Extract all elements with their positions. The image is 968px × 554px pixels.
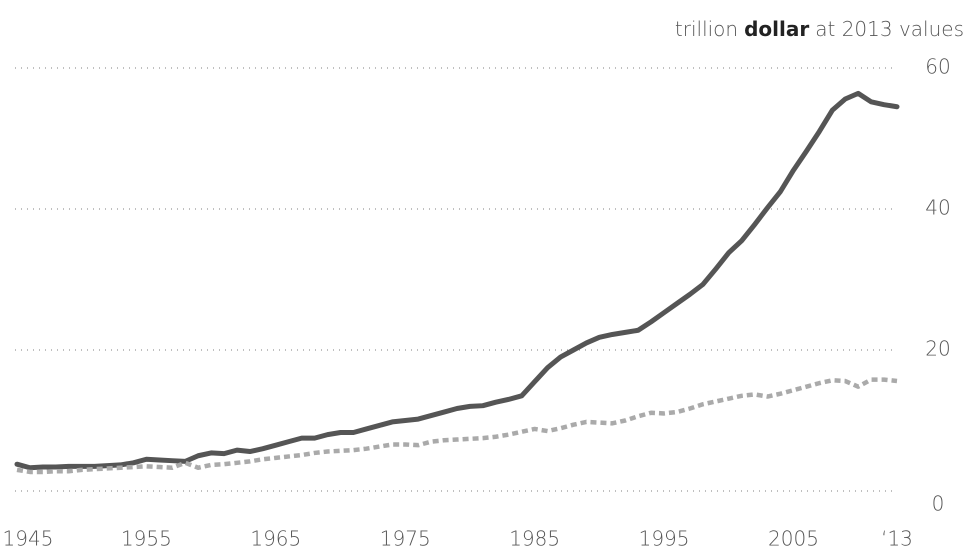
series-line [14, 90, 900, 471]
series-line [16, 377, 898, 475]
y-tick-label: 40 [925, 196, 950, 220]
unit-prefix: trillion [675, 17, 738, 41]
x-tick-label: 1985 [509, 527, 560, 551]
axis-unit-label: trillion dollar at 2013 values [675, 17, 964, 41]
y-tick-label: 20 [925, 337, 950, 361]
unit-emphasis: dollar [744, 17, 809, 41]
unit-suffix: at 2013 values [815, 17, 964, 41]
y-tick-label: 0 [932, 492, 945, 516]
x-tick-label: 1995 [639, 527, 690, 551]
x-tick-label: 1945 [3, 527, 54, 551]
y-tick-label: 60 [925, 55, 950, 79]
x-tick-label: 2005 [768, 527, 819, 551]
x-tick-label: ‘13 [881, 527, 913, 551]
x-tick-label: 1955 [121, 527, 172, 551]
x-tick-label: 1965 [250, 527, 301, 551]
x-tick-label: 1975 [380, 527, 431, 551]
